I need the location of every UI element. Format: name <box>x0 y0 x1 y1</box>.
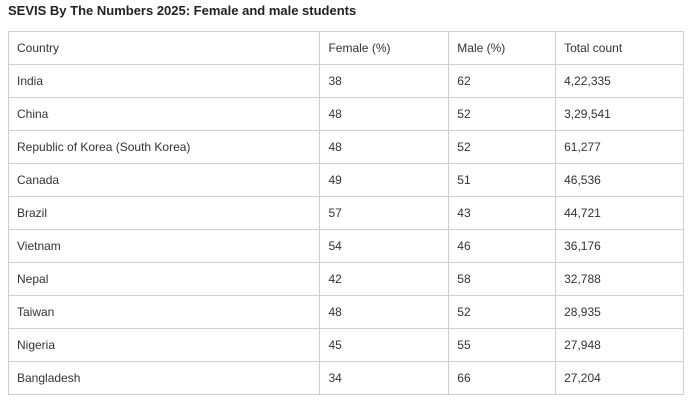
table-cell: 48 <box>319 295 450 329</box>
table-cell: 61,277 <box>555 130 684 164</box>
table-cell: 43 <box>448 196 557 230</box>
table-cell: 45 <box>319 328 450 362</box>
header-cell: Country <box>7 31 321 65</box>
table-body: Country Female (%) Male (%) Total count Indi… <box>7 31 684 395</box>
table-cell: 27,204 <box>555 361 684 395</box>
data-table: Country Female (%) Male (%) Total count Indi… <box>7 31 684 395</box>
table-row: India 38 62 4,22,335 <box>7 64 684 98</box>
table-cell: Bangladesh <box>7 361 321 395</box>
table-cell: Canada <box>7 163 321 197</box>
table-cell: Nepal <box>7 262 321 296</box>
table-row: Republic of Korea (South Korea) 48 52 61,27… <box>7 130 684 164</box>
table-cell: Nigeria <box>7 328 321 362</box>
header-cell: Male (%) <box>448 31 557 65</box>
table-cell: 49 <box>319 163 450 197</box>
table-cell: 28,935 <box>555 295 684 329</box>
table-row: Canada 49 51 46,536 <box>7 163 684 197</box>
table-cell: 55 <box>448 328 557 362</box>
table-row: China 48 52 3,29,541 <box>7 97 684 131</box>
table-row: Bangladesh 34 66 27,204 <box>7 361 684 395</box>
table-cell: 46 <box>448 229 557 263</box>
table-cell: 42 <box>319 262 450 296</box>
table-title: SEVIS By The Numbers 2025: Female and ma… <box>8 3 357 18</box>
table-cell: China <box>7 97 321 131</box>
table-cell: 58 <box>448 262 557 296</box>
table-row: Nepal 42 58 32,788 <box>7 262 684 296</box>
table-cell: Brazil <box>7 196 321 230</box>
table-cell: 46,536 <box>555 163 684 197</box>
table-cell: 52 <box>448 130 557 164</box>
table-cell: 27,948 <box>555 328 684 362</box>
header-cell: Female (%) <box>319 31 450 65</box>
table-cell: 51 <box>448 163 557 197</box>
table-cell: 52 <box>448 97 557 131</box>
table-cell: 38 <box>319 64 450 98</box>
table-row: Nigeria 45 55 27,948 <box>7 328 684 362</box>
header-cell: Total count <box>555 31 684 65</box>
table-cell: 62 <box>448 64 557 98</box>
table-cell: 44,721 <box>555 196 684 230</box>
table-cell: 48 <box>319 97 450 131</box>
table-cell: Vietnam <box>7 229 321 263</box>
table-cell: Republic of Korea (South Korea) <box>7 130 321 164</box>
table-cell: India <box>7 64 321 98</box>
table-cell: Taiwan <box>7 295 321 329</box>
table-cell: 3,29,541 <box>555 97 684 131</box>
table-row: Brazil 57 43 44,721 <box>7 196 684 230</box>
table-cell: 57 <box>319 196 450 230</box>
table-cell: 66 <box>448 361 557 395</box>
table-cell: 34 <box>319 361 450 395</box>
table-cell: 36,176 <box>555 229 684 263</box>
table-row: Vietnam 54 46 36,176 <box>7 229 684 263</box>
table-cell: 48 <box>319 130 450 164</box>
table-cell: 32,788 <box>555 262 684 296</box>
table-row: Taiwan 48 52 28,935 <box>7 295 684 329</box>
header-row: Country Female (%) Male (%) Total count <box>7 31 684 65</box>
table-cell: 4,22,335 <box>555 64 684 98</box>
table-cell: 52 <box>448 295 557 329</box>
table-cell: 54 <box>319 229 450 263</box>
